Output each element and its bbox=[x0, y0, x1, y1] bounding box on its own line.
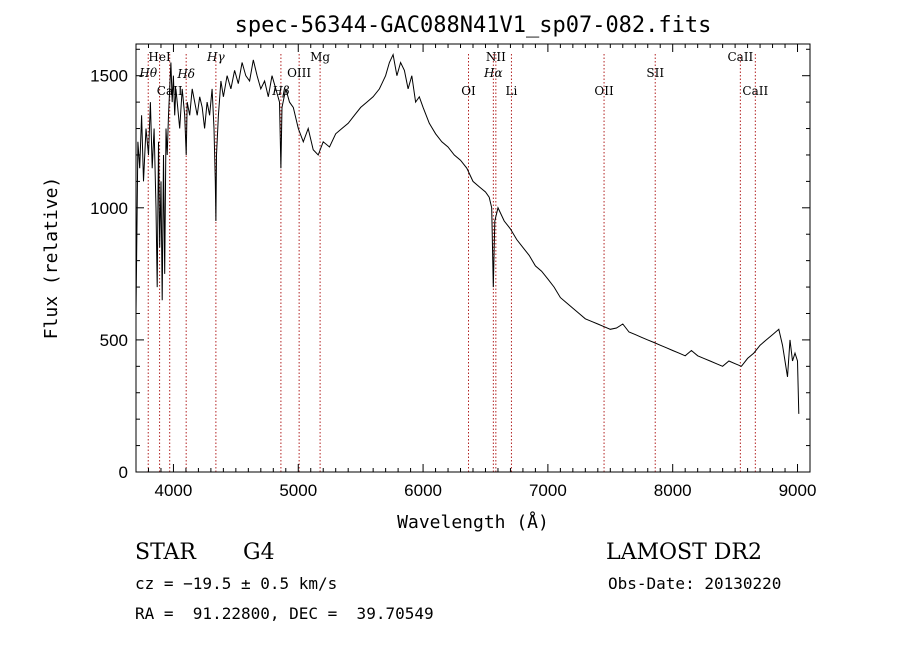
marker-label: Hδ bbox=[176, 67, 195, 81]
marker-label: Mg bbox=[310, 50, 330, 64]
x-tick-label: 4000 bbox=[155, 481, 193, 500]
x-tick-label: 8000 bbox=[654, 481, 692, 500]
redshift-readout: cz = −19.5 ± 0.5 km/s bbox=[135, 574, 338, 593]
marker-label: CaII bbox=[742, 84, 768, 98]
marker-label: CaII bbox=[727, 50, 753, 64]
y-tick-label: 1000 bbox=[90, 199, 128, 218]
x-tick-label: 9000 bbox=[779, 481, 817, 500]
y-tick-label: 1500 bbox=[90, 67, 128, 86]
object-type: STAR bbox=[135, 540, 196, 565]
y-tick-label: 0 bbox=[119, 463, 128, 482]
x-tick-label: 6000 bbox=[404, 481, 442, 500]
x-axis-label: Wavelength (Å) bbox=[397, 511, 549, 533]
marker-label: Hα bbox=[483, 66, 503, 80]
marker-label: Li bbox=[506, 84, 518, 98]
spectrum-plot bbox=[135, 52, 800, 414]
marker-label: OIII bbox=[287, 66, 311, 80]
marker-label: OI bbox=[461, 84, 476, 98]
marker-label: SII bbox=[646, 66, 664, 80]
marker-label: NII bbox=[486, 50, 506, 64]
marker-label: HeI bbox=[148, 50, 171, 64]
survey-name: LAMOST DR2 bbox=[606, 540, 762, 565]
x-tick-label: 7000 bbox=[529, 481, 567, 500]
chart-title: spec-56344-GAC088N41V1_sp07-082.fits bbox=[235, 13, 712, 38]
coordinates: RA = 91.22800, DEC = 39.70549 bbox=[135, 604, 434, 623]
y-tick-label: 500 bbox=[100, 331, 128, 350]
spectrum-line bbox=[135, 52, 800, 414]
obs-date: Obs-Date: 20130220 bbox=[608, 574, 782, 593]
marker-label: OII bbox=[594, 84, 614, 98]
marker-label: Hγ bbox=[206, 50, 225, 64]
axis-ticks: 4000 5000 6000 7000 8000 9000 0 500 1000 1500 bbox=[90, 44, 816, 500]
x-tick-label: 5000 bbox=[279, 481, 317, 500]
subclass: G4 bbox=[243, 540, 275, 565]
y-axis-label: Flux (relative) bbox=[41, 177, 62, 340]
marker-label: Hθ bbox=[138, 66, 157, 80]
plot-frame bbox=[135, 43, 811, 473]
